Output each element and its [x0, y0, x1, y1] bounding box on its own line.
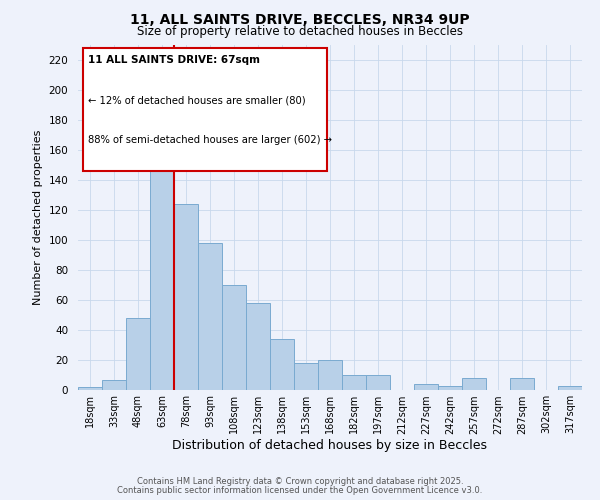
Bar	[198, 243, 222, 390]
Bar	[366, 375, 390, 390]
Text: ← 12% of detached houses are smaller (80): ← 12% of detached houses are smaller (80…	[88, 95, 306, 105]
Text: Contains public sector information licensed under the Open Government Licence v3: Contains public sector information licen…	[118, 486, 482, 495]
Bar	[342, 375, 366, 390]
Text: Contains HM Land Registry data © Crown copyright and database right 2025.: Contains HM Land Registry data © Crown c…	[137, 477, 463, 486]
Text: 88% of semi-detached houses are larger (602) →: 88% of semi-detached houses are larger (…	[88, 134, 332, 144]
Bar	[222, 285, 246, 390]
Bar	[126, 318, 150, 390]
FancyBboxPatch shape	[83, 48, 328, 171]
Text: 11, ALL SAINTS DRIVE, BECCLES, NR34 9UP: 11, ALL SAINTS DRIVE, BECCLES, NR34 9UP	[130, 12, 470, 26]
Bar	[510, 378, 534, 390]
Bar	[414, 384, 438, 390]
Text: Size of property relative to detached houses in Beccles: Size of property relative to detached ho…	[137, 25, 463, 38]
Text: 11 ALL SAINTS DRIVE: 67sqm: 11 ALL SAINTS DRIVE: 67sqm	[88, 56, 260, 66]
Bar	[462, 378, 486, 390]
Bar	[270, 339, 294, 390]
Bar	[150, 138, 174, 390]
Y-axis label: Number of detached properties: Number of detached properties	[33, 130, 43, 305]
Bar	[318, 360, 342, 390]
Bar	[246, 303, 270, 390]
Bar	[102, 380, 126, 390]
Bar	[294, 363, 318, 390]
Bar	[558, 386, 582, 390]
X-axis label: Distribution of detached houses by size in Beccles: Distribution of detached houses by size …	[173, 439, 487, 452]
Bar	[174, 204, 198, 390]
Bar	[438, 386, 462, 390]
Bar	[78, 387, 102, 390]
